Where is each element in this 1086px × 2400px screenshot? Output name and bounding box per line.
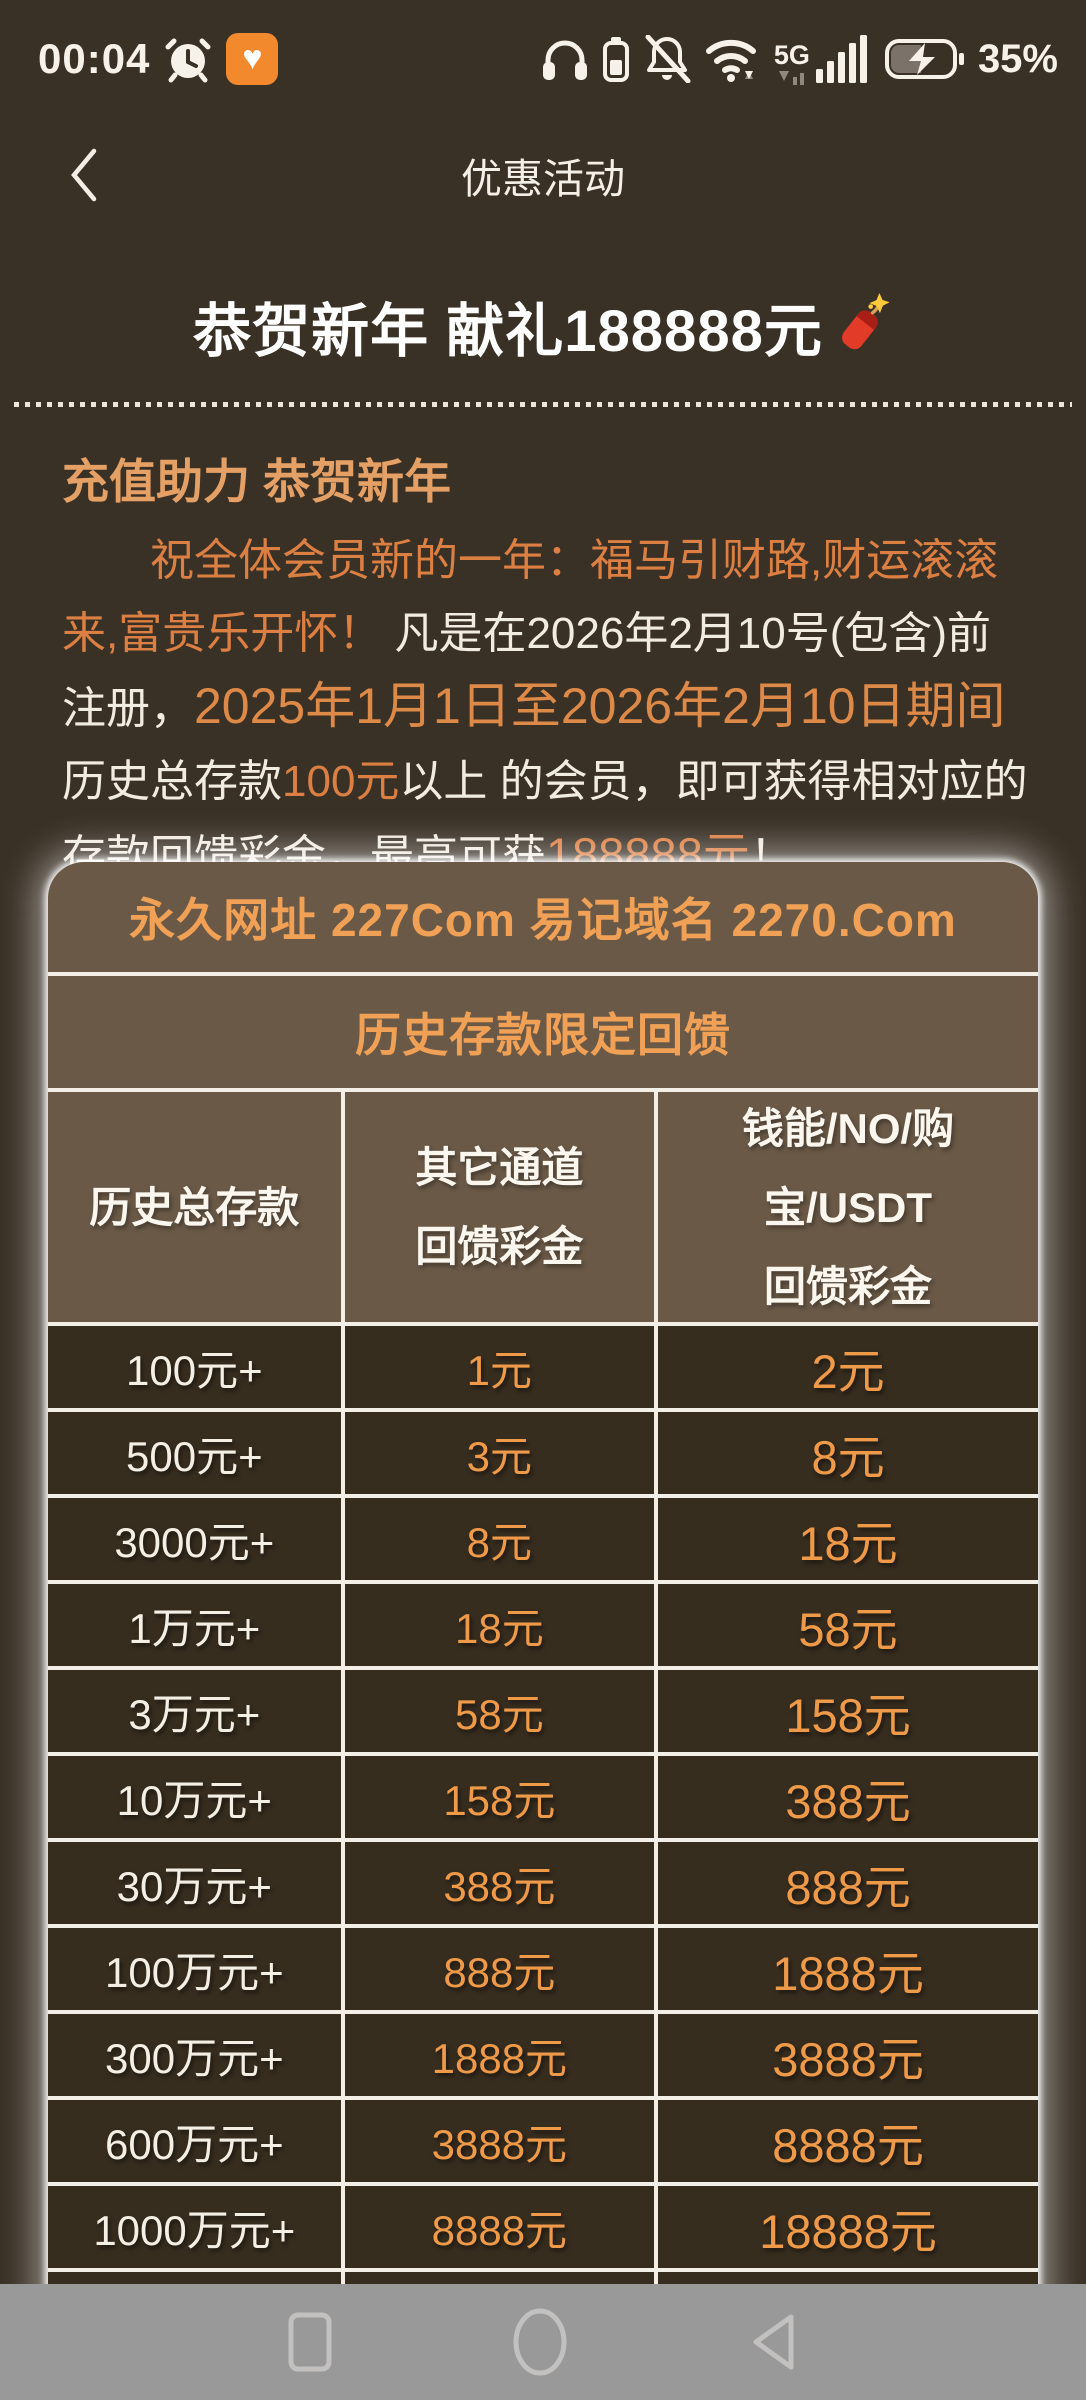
table-cell: 10万元+	[48, 1756, 341, 1838]
android-nav-bar	[0, 2284, 1086, 2400]
network-label: 5G	[773, 40, 810, 70]
table-cell: 18元	[344, 1584, 655, 1666]
table-header-cell: 其它通道 回馈彩金	[344, 1092, 655, 1322]
clock-time: 00:04	[38, 35, 151, 82]
table-title: 历史存款限定回馈	[355, 1009, 731, 1061]
table-cell: 3000元+	[48, 1498, 341, 1580]
recents-button[interactable]	[287, 2311, 333, 2373]
paragraph-segment: 100元	[282, 757, 400, 806]
paragraph-segment: 历史总存款	[62, 757, 282, 806]
table-cell: 2元	[658, 1326, 1038, 1408]
back-nav-button[interactable]	[747, 2310, 799, 2374]
table-header-cell: 钱能/NO/购 宝/USDT 回馈彩金	[658, 1092, 1038, 1322]
battery-percent: 35%	[977, 36, 1058, 81]
site-address-row: 永久网址 227Com 易记域名 2270.Com	[48, 862, 1038, 976]
table-cell: 158元	[344, 1756, 655, 1838]
wifi-icon	[705, 35, 761, 83]
table-cell: 3888元	[658, 2014, 1038, 2096]
headphones-icon	[540, 36, 590, 82]
bonus-table: 历史总存款 其它通道 回馈彩金 钱能/NO/购 宝/USDT 回馈彩金 100元+ 1元 2元 5…	[48, 1092, 1038, 2400]
table-cell: 1万元+	[48, 1584, 341, 1666]
table-cell: 100元+	[48, 1326, 341, 1408]
table-cell: 3万元+	[48, 1670, 341, 1752]
table-cell: 100万元+	[48, 1928, 341, 2010]
earbud-battery-icon	[602, 36, 629, 82]
promo-title: 恭贺新年 献礼188888元	[193, 299, 823, 364]
table-cell: 3888元	[344, 2100, 655, 2182]
table-cell: 388元	[658, 1756, 1038, 1838]
site-address: 永久网址 227Com 易记域名 2270.Com	[129, 894, 957, 946]
paragraph-segment: 凡是在2026年2月10号(包含)前注册，	[62, 609, 992, 733]
table-cell: 3元	[344, 1412, 655, 1494]
bonus-card: 永久网址 227Com 易记域名 2270.Com 历史存款限定回馈 历史总存款…	[48, 862, 1038, 2400]
table-cell: 600万元+	[48, 2100, 341, 2182]
page-title: 优惠活动	[461, 156, 625, 202]
table-header-cell: 历史总存款	[48, 1092, 341, 1322]
table-cell: 18元	[658, 1498, 1038, 1580]
app-header: 优惠活动	[0, 100, 1086, 250]
table-cell: 58元	[344, 1670, 655, 1752]
paragraph-segment: 祝全体会员新的一年：福马引财路,财运滚滚来,富贵乐开怀！	[62, 536, 999, 658]
paragraph-segment: 2025年1月1日至2026年2月10日期间	[194, 678, 1006, 734]
back-button[interactable]	[62, 145, 106, 205]
table-cell: 8元	[344, 1498, 655, 1580]
home-button[interactable]	[511, 2308, 569, 2376]
table-cell: 8元	[658, 1412, 1038, 1494]
promo-paragraph: 祝全体会员新的一年：福马引财路,财运滚滚来,富贵乐开怀！ 凡是在2026年2月1…	[62, 524, 1030, 893]
bell-muted-icon	[642, 35, 692, 83]
signal-5g-icon: 5G	[774, 33, 872, 85]
table-cell: 30万元+	[48, 1842, 341, 1924]
table-cell: 888元	[344, 1928, 655, 2010]
table-cell: 1元	[344, 1326, 655, 1408]
table-cell: 1888元	[658, 1928, 1038, 2010]
table-cell: 500元+	[48, 1412, 341, 1494]
table-cell: 158元	[658, 1670, 1038, 1752]
table-cell: 1888元	[344, 2014, 655, 2096]
table-cell: 388元	[344, 1842, 655, 1924]
table-cell: 8888元	[658, 2100, 1038, 2182]
table-cell: 18888元	[658, 2186, 1038, 2268]
table-cell: 300万元+	[48, 2014, 341, 2096]
health-heart-icon: ♥	[226, 33, 279, 85]
table-cell: 1000万元+	[48, 2186, 341, 2268]
promo-title-row: 恭贺新年 献礼188888元	[0, 284, 1086, 368]
section-heading: 充值助力 恭贺新年	[62, 455, 452, 508]
table-cell: 8888元	[344, 2186, 655, 2268]
battery-charging-icon	[884, 37, 965, 81]
alarm-icon	[164, 35, 212, 83]
table-cell: 58元	[658, 1584, 1038, 1666]
status-bar: 00:04 ♥	[0, 0, 1086, 100]
table-cell: 888元	[658, 1842, 1038, 1924]
table-title-row: 历史存款限定回馈	[48, 976, 1038, 1092]
firecracker-icon	[831, 292, 893, 360]
dotted-divider	[14, 402, 1072, 407]
